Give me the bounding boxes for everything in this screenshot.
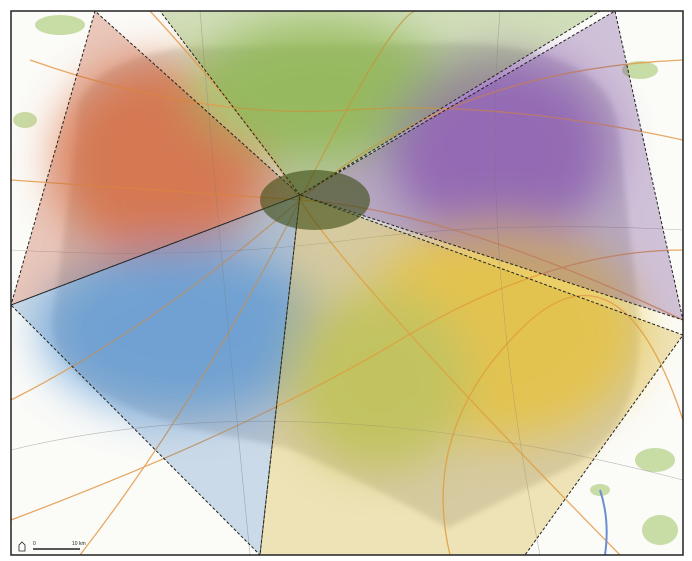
north-arrow (18, 541, 26, 552)
sectors (11, 11, 683, 555)
map-content (11, 11, 683, 555)
colour-regions (40, 20, 640, 470)
minor-roads (11, 11, 683, 555)
woodland-patches (13, 15, 678, 545)
roads (11, 11, 683, 555)
central-zone (260, 170, 370, 230)
scale-start: 0 (33, 541, 36, 547)
river (599, 489, 608, 555)
map-frame (10, 10, 684, 556)
scale-end: 10 km (72, 541, 86, 547)
scale-bar: 0 10 km (18, 541, 86, 552)
